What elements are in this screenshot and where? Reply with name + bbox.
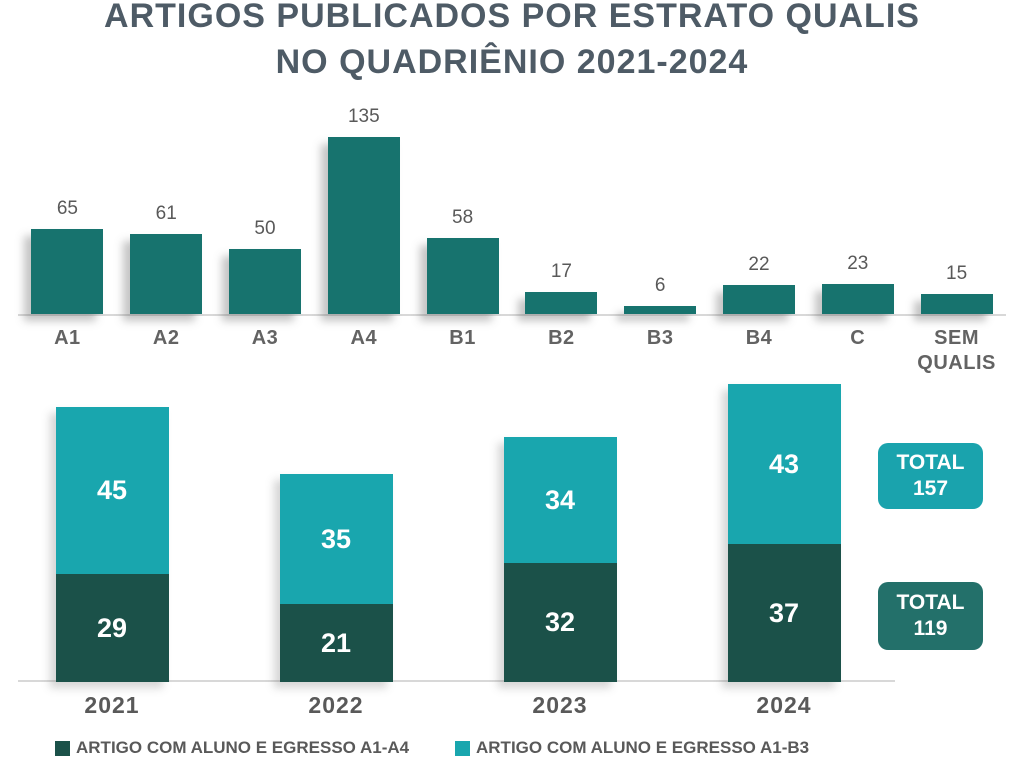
bar-value-label: 15 [946,263,967,285]
total-badge-label: TOTAL [878,590,983,616]
stacked-bar-2022: 3521 [280,474,393,682]
legend-label: ARTIGO COM ALUNO E EGRESSO A1-A4 [76,738,409,758]
bar-sem-qualis [921,294,993,314]
bar-a3 [229,249,301,314]
bar-c [822,284,894,314]
year-label-2024: 2024 [728,692,841,719]
legend-swatch-icon [455,741,470,756]
bar-group-sem-qualis: 15 [907,85,1006,314]
category-label-a4: A4 [314,326,413,382]
category-label-c: C [808,326,907,382]
bar-group-c: 23 [808,85,907,314]
bar-value-label: 58 [452,207,473,229]
chart-title-line-2: NO QUADRIÊNIO 2021-2024 [0,39,1024,85]
bar-b4 [723,285,795,314]
segment-a1-b3-2023: 34 [504,437,617,563]
chart-legend: ARTIGO COM ALUNO E EGRESSO A1-A4 ARTIGO C… [0,730,1024,770]
bar-value-label: 135 [348,106,380,128]
bar-value-label: 22 [748,254,769,276]
bar-group-b4: 22 [710,85,809,314]
total-badge-119: TOTAL119 [878,582,983,650]
segment-a1-a4-2021: 29 [56,574,169,682]
total-badge-value: 119 [878,616,983,642]
qualis-category-axis: A1A2A3A4B1B2B3B4CSEMQUALIS [18,316,1006,382]
bar-b1 [427,238,499,314]
bar-value-label: 6 [655,275,666,297]
total-badge-label: TOTAL [878,450,983,476]
qualis-bar-chart: 65 61 50 135 58 17 6 22 23 15 [18,85,1006,316]
bar-a1 [31,229,103,314]
category-label-sem-qualis: SEMQUALIS [907,326,1006,382]
bar-value-label: 23 [847,253,868,275]
bar-value-label: 61 [156,203,177,225]
segment-a1-a4-2023: 32 [504,563,617,682]
bar-group-a1: 65 [18,85,117,314]
stacked-bar-2024: 4337 [728,384,841,682]
yearly-stacked-chart: 4529352134324337TOTAL157TOTAL119 [0,382,1024,682]
bar-group-b1: 58 [413,85,512,314]
total-badge-value: 157 [878,476,983,502]
bar-b2 [525,292,597,314]
category-label-b1: B1 [413,326,512,382]
year-label-2023: 2023 [504,692,617,719]
total-badge-157: TOTAL157 [878,443,983,509]
bar-group-b2: 17 [512,85,611,314]
stacked-bar-2023: 3432 [504,437,617,682]
bar-value-label: 50 [254,218,275,240]
bar-group-a3: 50 [216,85,315,314]
bar-group-a2: 61 [117,85,216,314]
bar-value-label: 17 [551,261,572,283]
year-axis: 2021 2022 2023 2024 [0,682,1024,730]
segment-a1-a4-2024: 37 [728,544,841,682]
category-label-b4: B4 [710,326,809,382]
category-label-a2: A2 [117,326,216,382]
bar-group-b3: 6 [611,85,710,314]
legend-swatch-icon [55,741,70,756]
category-label-b3: B3 [611,326,710,382]
category-label-a3: A3 [216,326,315,382]
stacked-bar-2021: 4529 [56,407,169,682]
bar-a4 [328,137,400,314]
category-label-b2: B2 [512,326,611,382]
legend-item-a1-a4: ARTIGO COM ALUNO E EGRESSO A1-A4 [55,738,409,758]
segment-a1-b3-2024: 43 [728,384,841,544]
legend-item-a1-b3: ARTIGO COM ALUNO E EGRESSO A1-B3 [455,738,809,758]
bar-group-a4: 135 [314,85,413,314]
year-label-2021: 2021 [56,692,169,719]
bar-b3 [624,306,696,314]
bar-a2 [130,234,202,314]
segment-a1-b3-2021: 45 [56,407,169,574]
segment-a1-a4-2022: 21 [280,604,393,682]
legend-label: ARTIGO COM ALUNO E EGRESSO A1-B3 [476,738,809,758]
bar-value-label: 65 [57,198,78,220]
chart-title: ARTIGOS PUBLICADOS POR ESTRATO QUALIS NO… [0,0,1024,85]
chart-title-line-1: ARTIGOS PUBLICADOS POR ESTRATO QUALIS [0,0,1024,39]
segment-a1-b3-2022: 35 [280,474,393,604]
year-label-2022: 2022 [280,692,393,719]
category-label-a1: A1 [18,326,117,382]
